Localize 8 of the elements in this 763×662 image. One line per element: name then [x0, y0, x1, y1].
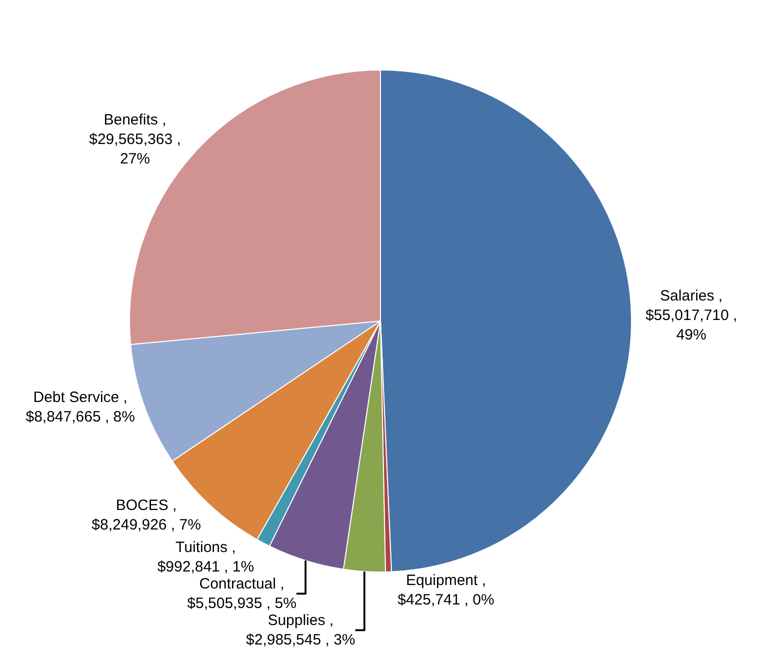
slice-label: Contractual , $5,505,935 , 5% [187, 575, 296, 612]
slice-label: Supplies , $2,985,545 , 3% [246, 612, 356, 648]
slice-label: Equipment , $425,741 , 0% [398, 572, 494, 608]
slice-label: Salaries , $55,017,710 , 49% [645, 287, 738, 344]
slice-label: Benefits , $29,565,363 , 27% [89, 111, 181, 168]
slice-label: Tuitions , $992,841 , 1% [157, 538, 254, 576]
slice-label: BOCES , $8,249,926 , 7% [92, 496, 201, 534]
slice-label: Debt Service , $8,847,665 , 8% [26, 389, 135, 426]
